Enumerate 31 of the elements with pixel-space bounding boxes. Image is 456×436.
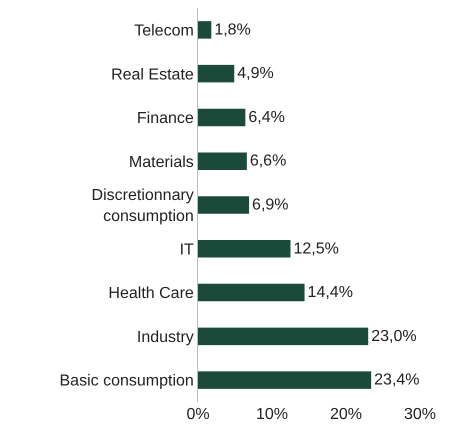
bar	[198, 21, 212, 39]
data-label: 6,4%	[248, 108, 285, 126]
data-label: 14,4%	[308, 284, 353, 302]
data-label: 4,9%	[237, 65, 274, 82]
data-label: 23,4%	[374, 372, 420, 389]
bar	[198, 152, 247, 170]
y-tick-label: Basic consumption	[60, 372, 194, 390]
bar	[198, 64, 234, 82]
data-label: 6,6%	[250, 152, 286, 170]
bar	[198, 196, 250, 214]
data-label: 12,5%	[294, 240, 339, 258]
data-label: 6,9%	[252, 196, 289, 214]
data-label: 23,0%	[371, 328, 417, 345]
y-tick-label: IT	[180, 241, 194, 258]
bar	[198, 240, 290, 258]
x-tick-label: 0%	[186, 406, 210, 423]
y-tick-label: Real Estate	[111, 66, 194, 84]
x-tick-label: 20%	[330, 406, 362, 423]
y-tick-label: Industry	[136, 328, 194, 346]
bar	[198, 328, 368, 346]
data-label: 1,8%	[214, 21, 251, 38]
x-tick-label: 10%	[256, 406, 288, 423]
bar	[198, 284, 305, 302]
bar	[198, 108, 246, 126]
x-tick-label: 30%	[404, 406, 436, 423]
y-tick-label: Telecom	[134, 22, 194, 40]
y-tick-label: Finance	[136, 110, 194, 128]
y-tick-label: Discretionnary consumption	[92, 187, 194, 225]
y-tick-label: Health Care	[108, 285, 194, 302]
bar	[198, 371, 372, 389]
y-tick-label: Materials	[128, 154, 194, 171]
